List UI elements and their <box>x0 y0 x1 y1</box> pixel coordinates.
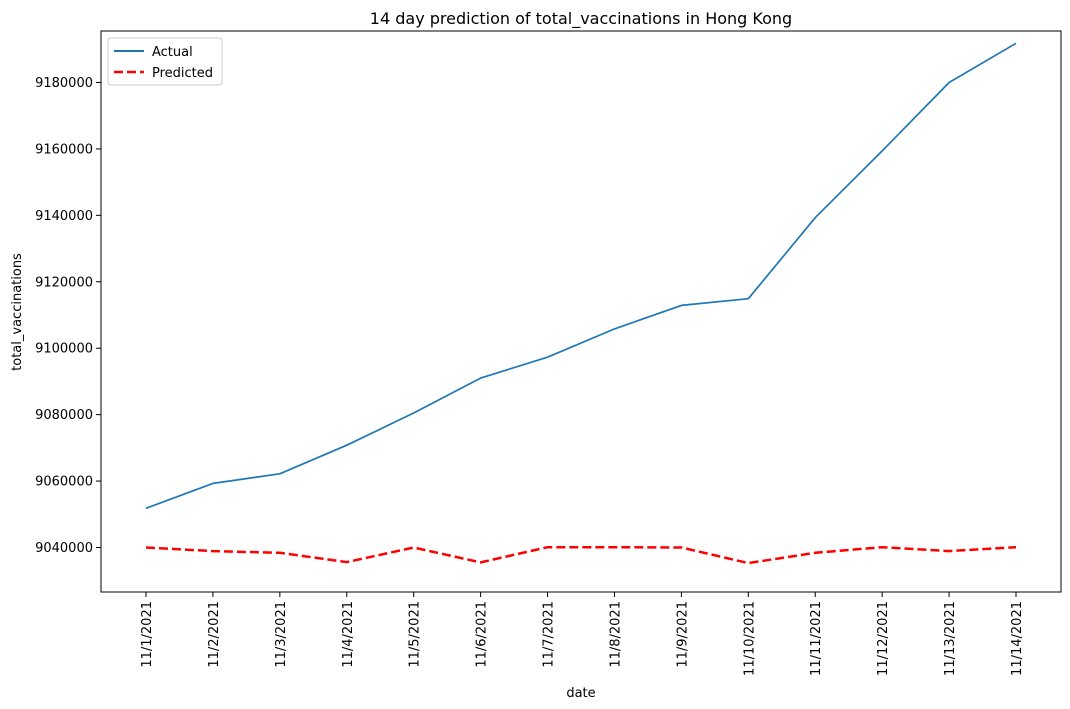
x-tick-label: 11/4/2021 <box>341 601 356 668</box>
data-point-predicted <box>948 550 950 552</box>
data-point-actual <box>346 444 348 446</box>
series-lines <box>145 42 1017 565</box>
y-tick-label: 9100000 <box>35 342 93 357</box>
data-point-actual <box>814 217 816 219</box>
data-point-actual <box>681 305 683 307</box>
y-tick-label: 9120000 <box>35 275 93 290</box>
x-tick-label: 11/2/2021 <box>207 601 222 668</box>
data-point-predicted <box>814 552 816 554</box>
data-point-actual <box>748 298 750 300</box>
y-axis: 9040000 9060000 9080000 9100000 9120000 91400… <box>35 76 101 556</box>
data-point-predicted <box>881 546 883 548</box>
x-axis: 11/1/2021 11/2/2021 11/3/2021 11/4/2021 11/5… <box>140 592 1025 676</box>
y-tick-label: 9060000 <box>35 475 93 490</box>
x-tick-label: 11/7/2021 <box>542 601 557 668</box>
x-tick-label: 11/5/2021 <box>408 601 423 668</box>
y-axis-label: total_vaccinations <box>10 253 25 371</box>
legend: Actual Predicted <box>107 37 223 86</box>
x-tick-label: 11/13/2021 <box>943 601 958 676</box>
data-point-actual <box>547 356 549 358</box>
x-tick-label: 11/8/2021 <box>608 601 623 668</box>
series-line-predicted <box>145 545 1017 565</box>
legend-predicted-label: Predicted <box>152 66 213 81</box>
data-point-actual <box>948 82 950 84</box>
series-line-actual <box>145 42 1017 510</box>
data-point-actual <box>279 473 281 475</box>
data-point-predicted <box>748 562 750 564</box>
data-point-predicted <box>1015 546 1017 548</box>
x-tick-label: 11/14/2021 <box>1010 601 1025 676</box>
data-point-predicted <box>614 546 616 548</box>
y-tick-label: 9040000 <box>35 541 93 556</box>
x-tick-label: 11/11/2021 <box>809 601 824 676</box>
x-axis-label: date <box>566 686 595 701</box>
legend-actual-label: Actual <box>152 45 193 60</box>
y-tick-label: 9160000 <box>35 142 93 157</box>
y-tick-label: 9180000 <box>35 76 93 91</box>
data-point-predicted <box>212 550 214 552</box>
data-point-predicted <box>480 562 482 564</box>
y-tick-label: 9140000 <box>35 209 93 224</box>
data-point-actual <box>212 483 214 485</box>
x-tick-label: 11/10/2021 <box>742 601 757 676</box>
data-point-predicted <box>547 546 549 548</box>
data-point-predicted <box>145 547 147 549</box>
chart-title: 14 day prediction of total_vaccinations … <box>370 9 792 29</box>
data-point-predicted <box>681 547 683 549</box>
legend-box <box>107 37 223 86</box>
data-point-actual <box>881 150 883 152</box>
plot-area <box>100 30 1062 593</box>
data-point-actual <box>145 507 147 509</box>
x-tick-label: 11/1/2021 <box>140 601 155 668</box>
x-tick-label: 11/12/2021 <box>876 601 891 676</box>
data-point-predicted <box>279 552 281 554</box>
y-tick-label: 9080000 <box>35 408 93 423</box>
x-tick-label: 11/6/2021 <box>475 601 490 668</box>
data-point-predicted <box>346 561 348 563</box>
data-point-actual <box>480 377 482 379</box>
x-tick-label: 11/9/2021 <box>675 601 690 668</box>
data-point-predicted <box>413 547 415 549</box>
x-tick-label: 11/3/2021 <box>274 601 289 668</box>
data-point-actual <box>1015 42 1017 44</box>
data-point-actual <box>413 412 415 414</box>
data-point-actual <box>614 328 616 330</box>
